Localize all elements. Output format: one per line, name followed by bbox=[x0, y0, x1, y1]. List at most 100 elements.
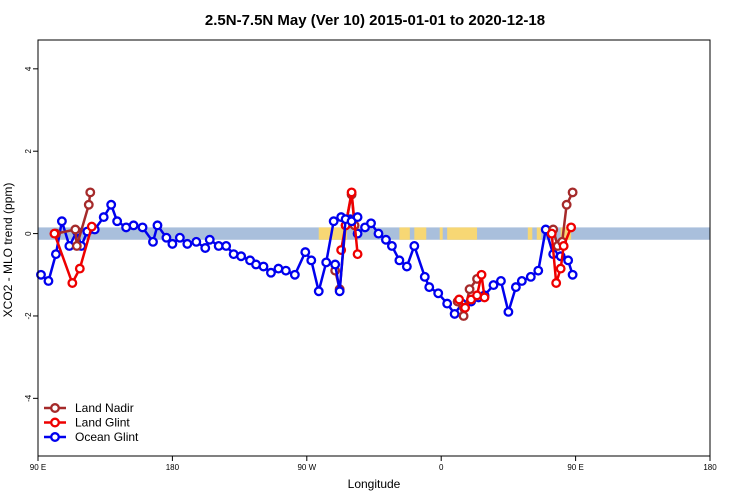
data-point bbox=[128, 220, 139, 231]
data-point bbox=[449, 308, 460, 319]
y-tick-label: 0 bbox=[24, 231, 33, 236]
data-point bbox=[67, 278, 78, 288]
data-point bbox=[394, 255, 405, 266]
data-point bbox=[567, 187, 578, 198]
x-axis: 90 E 180 90 W 0 90 E 180 bbox=[30, 456, 717, 472]
data-point bbox=[546, 228, 557, 239]
data-point bbox=[112, 216, 123, 227]
data-point bbox=[49, 228, 60, 239]
data-point bbox=[454, 294, 465, 305]
data-point bbox=[86, 221, 97, 232]
y-axis-label: XCO2 - MLO trend (ppm) bbox=[1, 183, 15, 318]
x-tick-label: 90 E bbox=[30, 463, 46, 472]
legend-label: Land Nadir bbox=[75, 401, 134, 415]
data-point bbox=[321, 257, 332, 268]
data-point bbox=[334, 286, 345, 297]
data-point bbox=[313, 286, 324, 297]
data-point bbox=[409, 240, 420, 251]
data-point bbox=[200, 243, 211, 253]
data-point bbox=[161, 232, 172, 243]
data-point bbox=[460, 302, 471, 313]
data-point bbox=[419, 271, 430, 282]
series-land-glint bbox=[454, 269, 490, 313]
land-band-segment bbox=[560, 227, 572, 240]
data-point bbox=[346, 187, 357, 198]
data-point bbox=[476, 269, 487, 280]
x-tick-label: 180 bbox=[703, 463, 717, 472]
data-point bbox=[191, 236, 202, 247]
y-tick-label: -2 bbox=[24, 312, 33, 320]
data-point bbox=[289, 269, 300, 280]
data-point bbox=[373, 228, 384, 239]
land-band-segment bbox=[527, 227, 533, 240]
data-point bbox=[386, 240, 397, 251]
data-point bbox=[566, 222, 577, 233]
series-land-glint bbox=[49, 221, 97, 288]
plot-frame bbox=[37, 39, 711, 457]
data-point bbox=[152, 220, 163, 231]
legend-label: Ocean Glint bbox=[75, 430, 139, 444]
data-point bbox=[258, 261, 269, 272]
data-point bbox=[433, 288, 444, 299]
data-point bbox=[167, 238, 178, 249]
x-tick-label: 0 bbox=[439, 463, 444, 472]
data-point bbox=[366, 218, 376, 229]
data-point bbox=[424, 282, 435, 293]
data-point bbox=[85, 187, 96, 198]
plot-area bbox=[36, 187, 710, 321]
data-point bbox=[558, 240, 569, 251]
y-axis: -4 -2 0 2 4 bbox=[24, 66, 38, 402]
data-point bbox=[533, 265, 544, 276]
land-band-segment bbox=[414, 227, 427, 240]
data-point bbox=[330, 259, 341, 270]
legend-label: Land Glint bbox=[75, 416, 130, 430]
chart-title: 2.5N-7.5N May (Ver 10) 2015-01-01 to 202… bbox=[205, 12, 545, 29]
series-ocean-glint bbox=[36, 199, 578, 319]
data-point bbox=[137, 222, 148, 233]
data-point bbox=[204, 234, 215, 245]
data-point bbox=[516, 276, 527, 286]
data-point bbox=[458, 311, 469, 321]
data-point bbox=[488, 280, 499, 291]
data-point bbox=[551, 278, 562, 288]
data-point bbox=[352, 212, 363, 223]
y-tick-label: 2 bbox=[24, 148, 33, 153]
data-point bbox=[43, 276, 54, 286]
legend-item: Ocean Glint bbox=[44, 430, 139, 444]
land-band-segment bbox=[318, 227, 348, 240]
data-point bbox=[221, 240, 232, 251]
data-point bbox=[106, 199, 117, 210]
land-band-segment bbox=[536, 227, 542, 240]
data-point bbox=[555, 263, 566, 274]
data-point bbox=[70, 224, 81, 235]
data-point bbox=[510, 282, 521, 293]
data-point bbox=[71, 240, 82, 251]
y-tick-label: -4 bbox=[24, 394, 33, 402]
data-point bbox=[56, 216, 67, 227]
data-point bbox=[236, 251, 247, 262]
data-point bbox=[563, 255, 574, 266]
data-point bbox=[352, 249, 363, 260]
data-point bbox=[83, 199, 94, 210]
data-point bbox=[380, 234, 391, 245]
data-point bbox=[567, 269, 578, 280]
y-tick-label: 4 bbox=[24, 66, 33, 71]
x-axis-label: Longitude bbox=[348, 477, 401, 491]
data-point bbox=[300, 247, 311, 258]
data-point bbox=[98, 212, 109, 223]
data-point bbox=[148, 236, 158, 247]
data-point bbox=[306, 255, 317, 266]
data-point bbox=[495, 276, 506, 286]
data-point bbox=[36, 269, 46, 280]
data-point bbox=[182, 238, 193, 249]
x-tick-label: 180 bbox=[166, 463, 180, 472]
legend-marker bbox=[50, 403, 60, 413]
land-band-segment bbox=[399, 227, 410, 240]
land-band-segment bbox=[439, 227, 443, 240]
land-band-segment bbox=[447, 227, 478, 240]
data-point bbox=[50, 249, 61, 260]
legend-marker bbox=[50, 417, 60, 428]
data-point bbox=[464, 284, 475, 295]
